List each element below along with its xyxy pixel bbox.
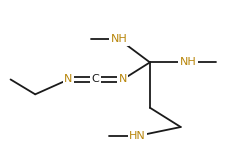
Text: N: N [64,74,73,84]
Text: N: N [119,74,127,84]
Text: C: C [92,74,99,84]
Text: NH: NH [180,57,196,67]
Text: HN: HN [129,131,146,141]
Text: NH: NH [111,34,127,44]
